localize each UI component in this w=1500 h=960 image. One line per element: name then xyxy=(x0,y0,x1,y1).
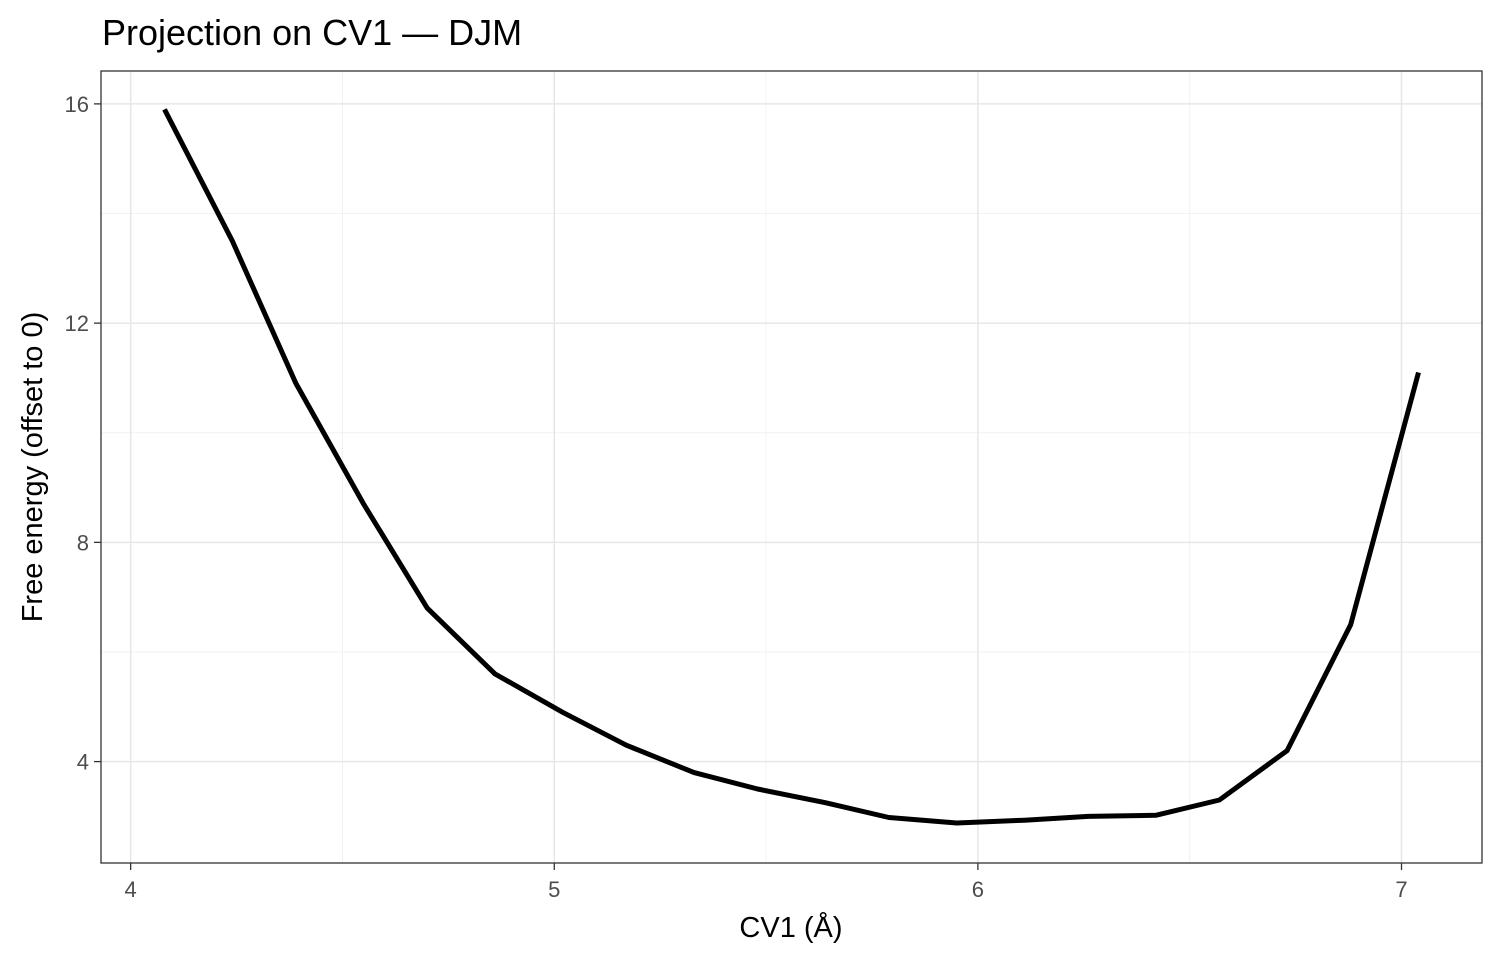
series-line-1 xyxy=(162,108,1421,826)
gridlines xyxy=(101,71,1482,863)
chart-title: Projection on CV1 — DJM xyxy=(102,12,522,53)
data-line-layer xyxy=(162,108,1421,826)
plot-panel xyxy=(101,71,1482,863)
x-axis-title: CV1 (Å) xyxy=(739,911,842,944)
y-tick-label: 16 xyxy=(65,92,89,117)
x-tick-label: 5 xyxy=(548,877,560,902)
x-tick-label: 7 xyxy=(1395,877,1407,902)
axes: 4 5 6 7 4 8 12 16 xyxy=(65,92,1408,902)
y-tick-label: 12 xyxy=(65,311,89,336)
y-axis-title: Free energy (offset to 0) xyxy=(17,312,49,623)
y-tick-label: 4 xyxy=(77,750,89,775)
plot-border xyxy=(100,70,1483,864)
x-tick-label: 6 xyxy=(972,877,984,902)
y-tick-label: 8 xyxy=(77,530,89,555)
x-tick-label: 4 xyxy=(125,877,137,902)
